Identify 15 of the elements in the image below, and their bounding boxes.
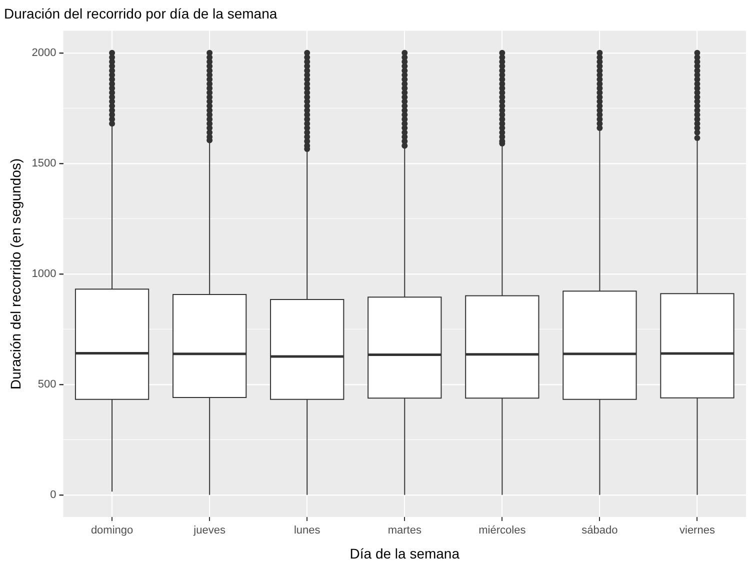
- x-tick-label: jueves: [192, 524, 226, 537]
- y-tick-label: 1000: [32, 268, 56, 280]
- x-tick-label: viernes: [680, 524, 716, 537]
- y-tick-label: 0: [50, 488, 56, 501]
- x-tick-label: martes: [388, 524, 422, 537]
- y-tick-label: 1500: [32, 157, 56, 170]
- y-tick-label: 500: [38, 378, 56, 390]
- x-axis-title: Día de la semana: [350, 545, 460, 562]
- x-tick-label: sábado: [582, 524, 618, 537]
- y-tick-label: 2000: [32, 46, 56, 59]
- x-tick-label: miércoles: [478, 524, 526, 537]
- chart-title: Duración del recorrido por día de la semana: [4, 5, 278, 22]
- y-axis-title: Duración del recorrido (en segundos): [7, 158, 24, 390]
- x-tick-label: domingo: [90, 524, 134, 537]
- x-tick-label: lunes: [294, 524, 321, 537]
